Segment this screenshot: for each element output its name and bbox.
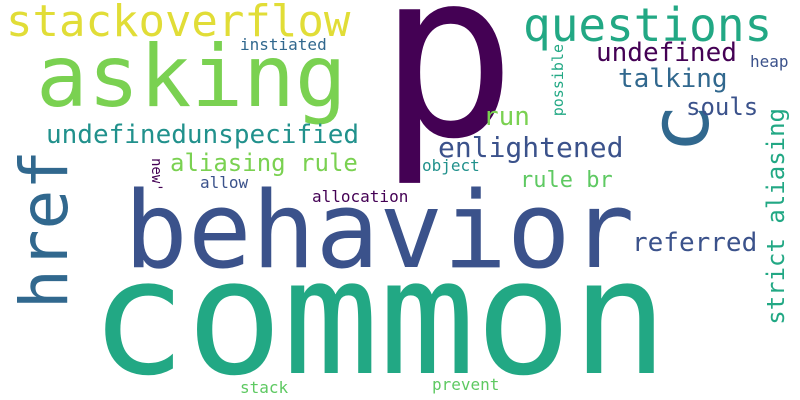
word-souls: souls	[686, 93, 759, 121]
word-behavior: behavior	[124, 169, 635, 292]
word-href: href	[6, 150, 83, 309]
word-referred: referred	[632, 228, 758, 258]
word-stack: stack	[240, 378, 289, 397]
word-new: new'	[148, 158, 164, 192]
word-instiated: instiated	[240, 35, 327, 54]
word-rule-br: rule br	[520, 168, 613, 193]
word-heap: heap	[750, 52, 789, 71]
word-run: run	[483, 102, 530, 132]
word-talking: talking	[618, 64, 728, 94]
word-prevent: prevent	[432, 375, 500, 394]
word-allow: allow	[200, 173, 249, 192]
word-undefinedunspecified: undefinedunspecified	[46, 120, 360, 150]
word-allocation: allocation	[312, 187, 409, 206]
word-possible: possible	[549, 44, 567, 117]
word-aliasing-rule: aliasing rule	[170, 149, 358, 177]
word-enlightened: enlightened	[438, 131, 624, 164]
word-common: common	[90, 224, 668, 400]
word-strict-aliasing: strict aliasing	[762, 108, 790, 325]
word-object: object	[422, 156, 480, 175]
word-p: p	[378, 0, 517, 190]
word-questions: questions	[523, 0, 773, 52]
word-undefined: undefined	[596, 38, 737, 68]
word-asking: asking	[36, 27, 347, 127]
word-stackoverflow: stackoverflow	[6, 0, 351, 47]
